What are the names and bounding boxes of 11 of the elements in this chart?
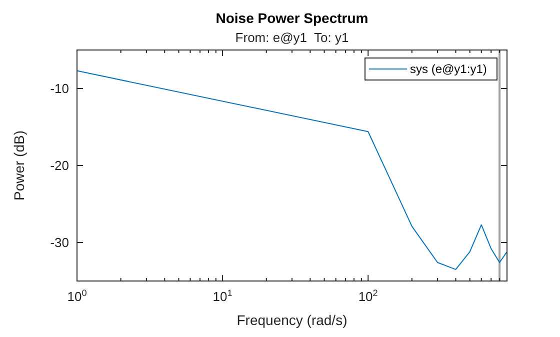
x-tick-label: 10$^{1}$ (212, 288, 232, 304)
x-tick-label: 10$^{0}$ (67, 288, 87, 304)
y-tick-label: -20 (50, 158, 69, 174)
y-axis-title: Power (dB) (11, 130, 27, 201)
y-tick-label: -30 (50, 235, 69, 250)
chart-title: Noise Power Spectrum (216, 10, 368, 26)
y-tick-label: -10 (50, 81, 69, 96)
x-axis-title: Frequency (rad/s) (236, 312, 348, 328)
chart-subtitle: From: e@y1 To: y1 (235, 30, 349, 45)
x-tick-label: 10$^{2}$ (358, 288, 378, 304)
legend-label: sys (e@y1:y1) (410, 62, 487, 76)
